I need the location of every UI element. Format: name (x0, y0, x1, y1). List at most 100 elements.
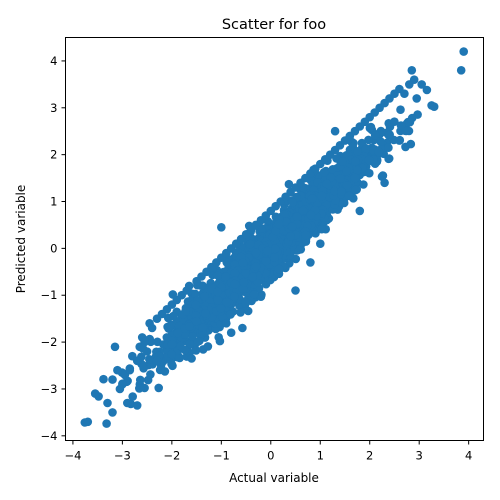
scatter-point (292, 212, 302, 221)
scatter-point (380, 178, 389, 188)
scatter-point (103, 398, 112, 408)
scatter-point (409, 75, 419, 84)
scatter-point (256, 292, 266, 302)
x-tick-label: 3 (416, 449, 423, 463)
y-axis-label: Predicted variable (14, 185, 28, 294)
scatter-point (317, 224, 327, 234)
scatter-point (365, 123, 375, 133)
scatter-point (145, 355, 154, 364)
scatter-point (417, 80, 427, 89)
scatter-point (238, 284, 248, 293)
scatter-point (330, 126, 340, 136)
scatter-point (253, 277, 263, 287)
scatter-point (213, 295, 223, 305)
scatter-point (251, 248, 261, 258)
x-tick-label: −3 (114, 449, 131, 463)
scatter-point (226, 328, 236, 338)
scatter-point (390, 117, 399, 126)
scatter-point (412, 94, 422, 103)
y-tick-label: 3 (50, 101, 57, 115)
scatter-point (270, 253, 279, 262)
scatter-point (238, 258, 248, 268)
scatter-point (132, 401, 142, 410)
scatter-point (287, 222, 297, 231)
scatter-point (294, 245, 303, 255)
y-tick-label: 2 (50, 148, 57, 162)
scatter-point (251, 262, 261, 271)
scatter-point (291, 286, 300, 295)
scatter-point (307, 194, 317, 203)
points-layer (80, 47, 469, 428)
scatter-point (378, 171, 388, 180)
x-ticks: −4 −3 −2 −1 0 1 2 3 4 (64, 440, 472, 463)
scatter-point (160, 367, 170, 376)
scatter-point (459, 47, 469, 56)
scatter-point (198, 323, 208, 332)
scatter-point (319, 168, 329, 177)
scatter-point (221, 272, 230, 282)
scatter-point (185, 322, 194, 331)
scatter-point (284, 179, 294, 189)
scatter-point (187, 331, 197, 341)
scatter-point (370, 131, 380, 140)
scatter-point (350, 173, 360, 183)
scatter-point (140, 337, 149, 347)
scatter-point (185, 339, 194, 349)
scatter-point (422, 85, 432, 95)
scatter-point (376, 137, 386, 146)
scatter-point (152, 356, 162, 366)
scatter-point (146, 337, 156, 347)
scatter-point (336, 174, 345, 183)
scatter-point (301, 230, 311, 240)
scatter-point (361, 144, 371, 154)
y-tick-label: −4 (41, 429, 58, 443)
y-tick-label: −2 (41, 335, 58, 349)
y-ticks: −4 −3 −2 −1 0 1 2 3 4 (41, 54, 66, 443)
scatter-point (374, 147, 384, 157)
scatter-point (384, 154, 394, 163)
scatter-point (306, 258, 315, 267)
scatter-point (169, 311, 178, 321)
scatter-point (239, 277, 249, 287)
scatter-point (359, 180, 368, 189)
y-tick-label: −1 (41, 288, 58, 302)
scatter-point (365, 168, 374, 178)
x-tick-label: 0 (267, 449, 274, 463)
scatter-point (298, 206, 308, 215)
scatter-point (136, 375, 145, 385)
scatter-point (230, 292, 239, 302)
scatter-point (316, 239, 325, 248)
x-tick-label: 2 (366, 449, 373, 463)
scatter-point (353, 165, 362, 175)
scatter-point (201, 309, 210, 318)
scatter-point (317, 191, 327, 201)
scatter-point (351, 185, 360, 195)
scatter-point (395, 136, 404, 145)
scatter-point (83, 417, 93, 427)
scatter-point (113, 365, 122, 375)
scatter-point (167, 349, 176, 359)
scatter-point (357, 138, 367, 148)
scatter-point (213, 271, 223, 280)
scatter-point (405, 117, 415, 127)
scatter-point (167, 359, 176, 369)
scatter-point (270, 244, 280, 254)
scatter-point (406, 139, 416, 149)
scatter-point (396, 105, 405, 114)
scatter-point (140, 383, 149, 393)
scatter-point (102, 419, 111, 428)
scatter-point (108, 375, 117, 384)
scatter-point (222, 319, 231, 328)
scatter-point (322, 179, 332, 189)
scatter-point (400, 89, 409, 98)
scatter-point (330, 186, 339, 196)
scatter-point (230, 279, 240, 289)
scatter-point (226, 310, 235, 319)
scatter-point (355, 206, 365, 216)
scatter-point (191, 317, 201, 326)
scatter-point (288, 198, 298, 207)
scatter-point (326, 173, 336, 182)
plot-frame (65, 37, 484, 441)
scatter-point (306, 210, 316, 220)
